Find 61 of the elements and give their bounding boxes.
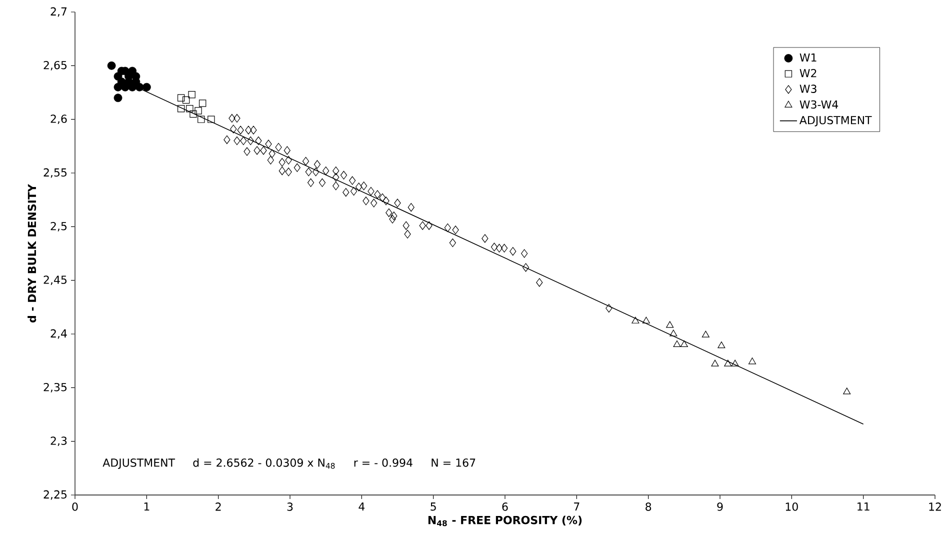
point xyxy=(107,61,116,70)
x-tick-label: 5 xyxy=(430,502,436,511)
x-tick-label: 0 xyxy=(72,502,78,511)
point xyxy=(748,358,756,364)
x-tick-label: 9 xyxy=(717,502,723,511)
point xyxy=(724,360,732,366)
y-tick-label: 2,25 xyxy=(44,490,67,500)
annotation: d = 2.6562 - 0.0309 x N$_{48}$ xyxy=(193,458,335,469)
x-tick-label: 1 xyxy=(144,502,150,511)
y-tick-label: 2,55 xyxy=(44,168,67,178)
x-tick-label: 10 xyxy=(786,502,798,511)
point xyxy=(177,94,185,102)
y-tick-label: 2,45 xyxy=(44,276,67,286)
point xyxy=(680,340,688,348)
annotation: N = 167 xyxy=(432,458,476,467)
point xyxy=(190,110,197,118)
point xyxy=(718,342,726,348)
legend-label: W2 xyxy=(800,68,816,78)
x-axis-title: N$_{48}$ - FREE POROSITY (%) xyxy=(428,516,582,526)
point xyxy=(194,107,202,114)
y-tick-label: 2,65 xyxy=(44,60,67,70)
point xyxy=(642,316,650,324)
x-tick-label: 11 xyxy=(858,502,870,511)
y-tick-label: 2,3 xyxy=(50,436,67,446)
y-tick-label: 2,6 xyxy=(50,114,67,124)
x-tick-label: 3 xyxy=(287,502,293,511)
point xyxy=(142,82,151,92)
point xyxy=(182,96,190,104)
point xyxy=(208,116,215,123)
point xyxy=(198,116,205,123)
annotation: r = - 0.994 xyxy=(354,458,412,467)
x-tick-label: 12 xyxy=(929,502,941,511)
point xyxy=(843,388,851,394)
x-tick-label: 7 xyxy=(574,502,580,511)
legend-label: W3 xyxy=(800,84,816,93)
point xyxy=(731,360,739,366)
legend-label: W3-W4 xyxy=(800,100,838,109)
legend-label: W1 xyxy=(800,53,816,62)
x-tick-label: 4 xyxy=(358,502,365,511)
point xyxy=(198,100,206,107)
x-tick-label: 8 xyxy=(646,502,652,511)
point xyxy=(670,330,678,336)
point xyxy=(177,105,185,112)
point xyxy=(186,105,194,112)
x-tick-label: 6 xyxy=(502,502,508,511)
x-tick-label: 2 xyxy=(216,502,221,511)
point xyxy=(114,94,122,102)
y-axis-title: d - DRY BULK DENSITY xyxy=(28,184,36,322)
y-tick-label: 2,4 xyxy=(50,329,67,339)
y-tick-label: 2,7 xyxy=(50,7,67,17)
point xyxy=(666,321,674,328)
annotation: ADJUSTMENT xyxy=(102,458,176,469)
point xyxy=(711,360,719,366)
point xyxy=(188,91,196,98)
y-tick-label: 2,5 xyxy=(50,222,67,232)
point xyxy=(632,316,640,324)
point xyxy=(673,340,681,348)
legend-label: ADJUSTMENT xyxy=(799,116,872,126)
y-tick-label: 2,35 xyxy=(44,382,67,392)
point xyxy=(702,330,710,338)
point xyxy=(117,78,126,86)
